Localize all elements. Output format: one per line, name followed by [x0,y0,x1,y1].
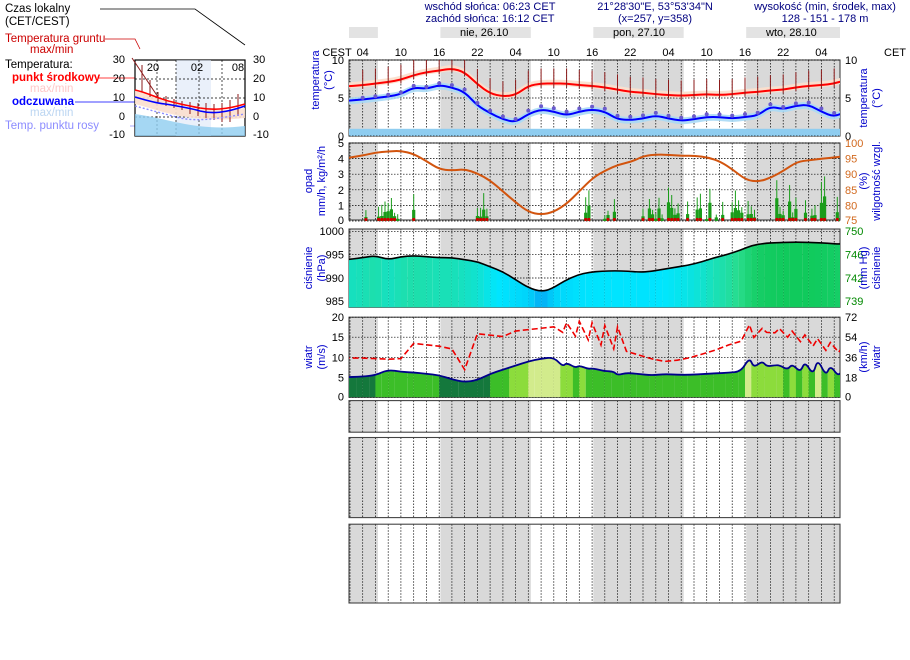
svg-text:max/min: max/min [30,83,73,95]
svg-text:16: 16 [433,47,445,59]
svg-text:zachód słońca: 16:12 CET: zachód słońca: 16:12 CET [425,13,554,25]
svg-text:wschód słońca: 06:23 CET: wschód słońca: 06:23 CET [424,1,556,13]
svg-text:10: 10 [701,47,713,59]
svg-text:5: 5 [338,138,344,150]
svg-text:100: 100 [845,138,863,150]
svg-text:-10: -10 [253,129,269,141]
svg-text:20: 20 [253,73,265,85]
svg-text:wiatr: wiatr [303,345,315,370]
svg-text:5: 5 [338,93,344,105]
svg-text:0: 0 [119,111,125,123]
svg-text:Czas lokalny: Czas lokalny [5,3,70,15]
svg-text:max/min: max/min [30,44,73,56]
svg-text:1000: 1000 [320,226,344,238]
svg-text:02: 02 [191,62,203,74]
svg-text:16: 16 [586,47,598,59]
svg-text:20: 20 [113,73,125,85]
svg-text:1: 1 [338,200,344,212]
svg-text:22: 22 [471,47,483,59]
svg-text:-10: -10 [109,129,125,141]
svg-text:54: 54 [845,332,857,344]
svg-text:16: 16 [739,47,751,59]
svg-text:(x=257, y=358): (x=257, y=358) [618,13,692,25]
svg-text:(mm Hg): (mm Hg) [858,247,870,290]
svg-text:995: 995 [326,250,344,262]
svg-text:15: 15 [332,332,344,344]
svg-text:10: 10 [113,92,125,104]
svg-text:20: 20 [332,312,344,324]
svg-text:(hPa): (hPa) [316,255,328,282]
svg-text:CET: CET [884,47,906,59]
svg-text:04: 04 [662,47,674,59]
svg-text:0: 0 [845,392,851,404]
svg-text:80: 80 [845,200,857,212]
svg-text:(°C): (°C) [871,88,883,108]
svg-text:Temp. punktu rosy: Temp. punktu rosy [5,120,99,132]
svg-text:21°28'30"E, 53°53'34"N: 21°28'30"E, 53°53'34"N [597,1,713,13]
svg-text:0: 0 [253,111,259,123]
svg-text:0: 0 [338,392,344,404]
svg-text:750: 750 [845,226,863,238]
svg-text:(km/h): (km/h) [858,341,870,372]
svg-text:5: 5 [845,93,851,105]
svg-text:4: 4 [338,154,344,166]
svg-text:temperatura: temperatura [858,67,870,127]
svg-text:ciśnienie: ciśnienie [871,247,883,290]
svg-text:(m/s): (m/s) [316,344,328,369]
svg-text:985: 985 [326,296,344,308]
svg-text:95: 95 [845,154,857,166]
svg-text:wysokość (min, środek, max): wysokość (min, środek, max) [753,1,896,13]
svg-text:2: 2 [338,185,344,197]
svg-text:90: 90 [845,169,857,181]
svg-text:128 - 151 - 178 m: 128 - 151 - 178 m [782,13,869,25]
svg-text:max/min: max/min [30,107,73,119]
svg-text:85: 85 [845,185,857,197]
svg-text:18: 18 [845,372,857,384]
svg-text:10: 10 [332,352,344,364]
svg-text:990: 990 [326,273,344,285]
svg-text:temperatura: temperatura [310,49,322,109]
svg-text:(CET/CEST): (CET/CEST) [5,16,70,28]
svg-text:(°C): (°C) [323,70,335,90]
svg-text:22: 22 [777,47,789,59]
svg-text:10: 10 [332,55,344,67]
svg-text:30: 30 [253,54,265,66]
svg-text:ciśnienie: ciśnienie [303,247,315,290]
svg-text:30: 30 [113,54,125,66]
svg-text:22: 22 [624,47,636,59]
svg-text:wilgotność wzgl.: wilgotność wzgl. [871,141,883,221]
svg-text:wto, 28.10: wto, 28.10 [765,27,817,39]
svg-text:wiatr: wiatr [871,345,883,370]
svg-text:20: 20 [147,62,159,74]
svg-text:opad: opad [303,169,315,193]
svg-text:nie, 26.10: nie, 26.10 [460,27,508,39]
svg-text:04: 04 [815,47,827,59]
svg-text:10: 10 [395,47,407,59]
svg-text:pon, 27.10: pon, 27.10 [613,27,665,39]
svg-text:10: 10 [253,92,265,104]
svg-text:04: 04 [509,47,521,59]
svg-text:5: 5 [338,372,344,384]
svg-text:36: 36 [845,352,857,364]
svg-text:10: 10 [548,47,560,59]
svg-text:10: 10 [845,55,857,67]
svg-text:(%): (%) [858,172,870,189]
svg-text:3: 3 [338,169,344,181]
svg-text:Temperatura:: Temperatura: [5,59,73,71]
svg-text:mm/h, kg/m²/h: mm/h, kg/m²/h [316,146,328,216]
svg-text:739: 739 [845,296,863,308]
svg-text:04: 04 [357,47,369,59]
svg-text:72: 72 [845,312,857,324]
svg-text:08: 08 [232,62,244,74]
